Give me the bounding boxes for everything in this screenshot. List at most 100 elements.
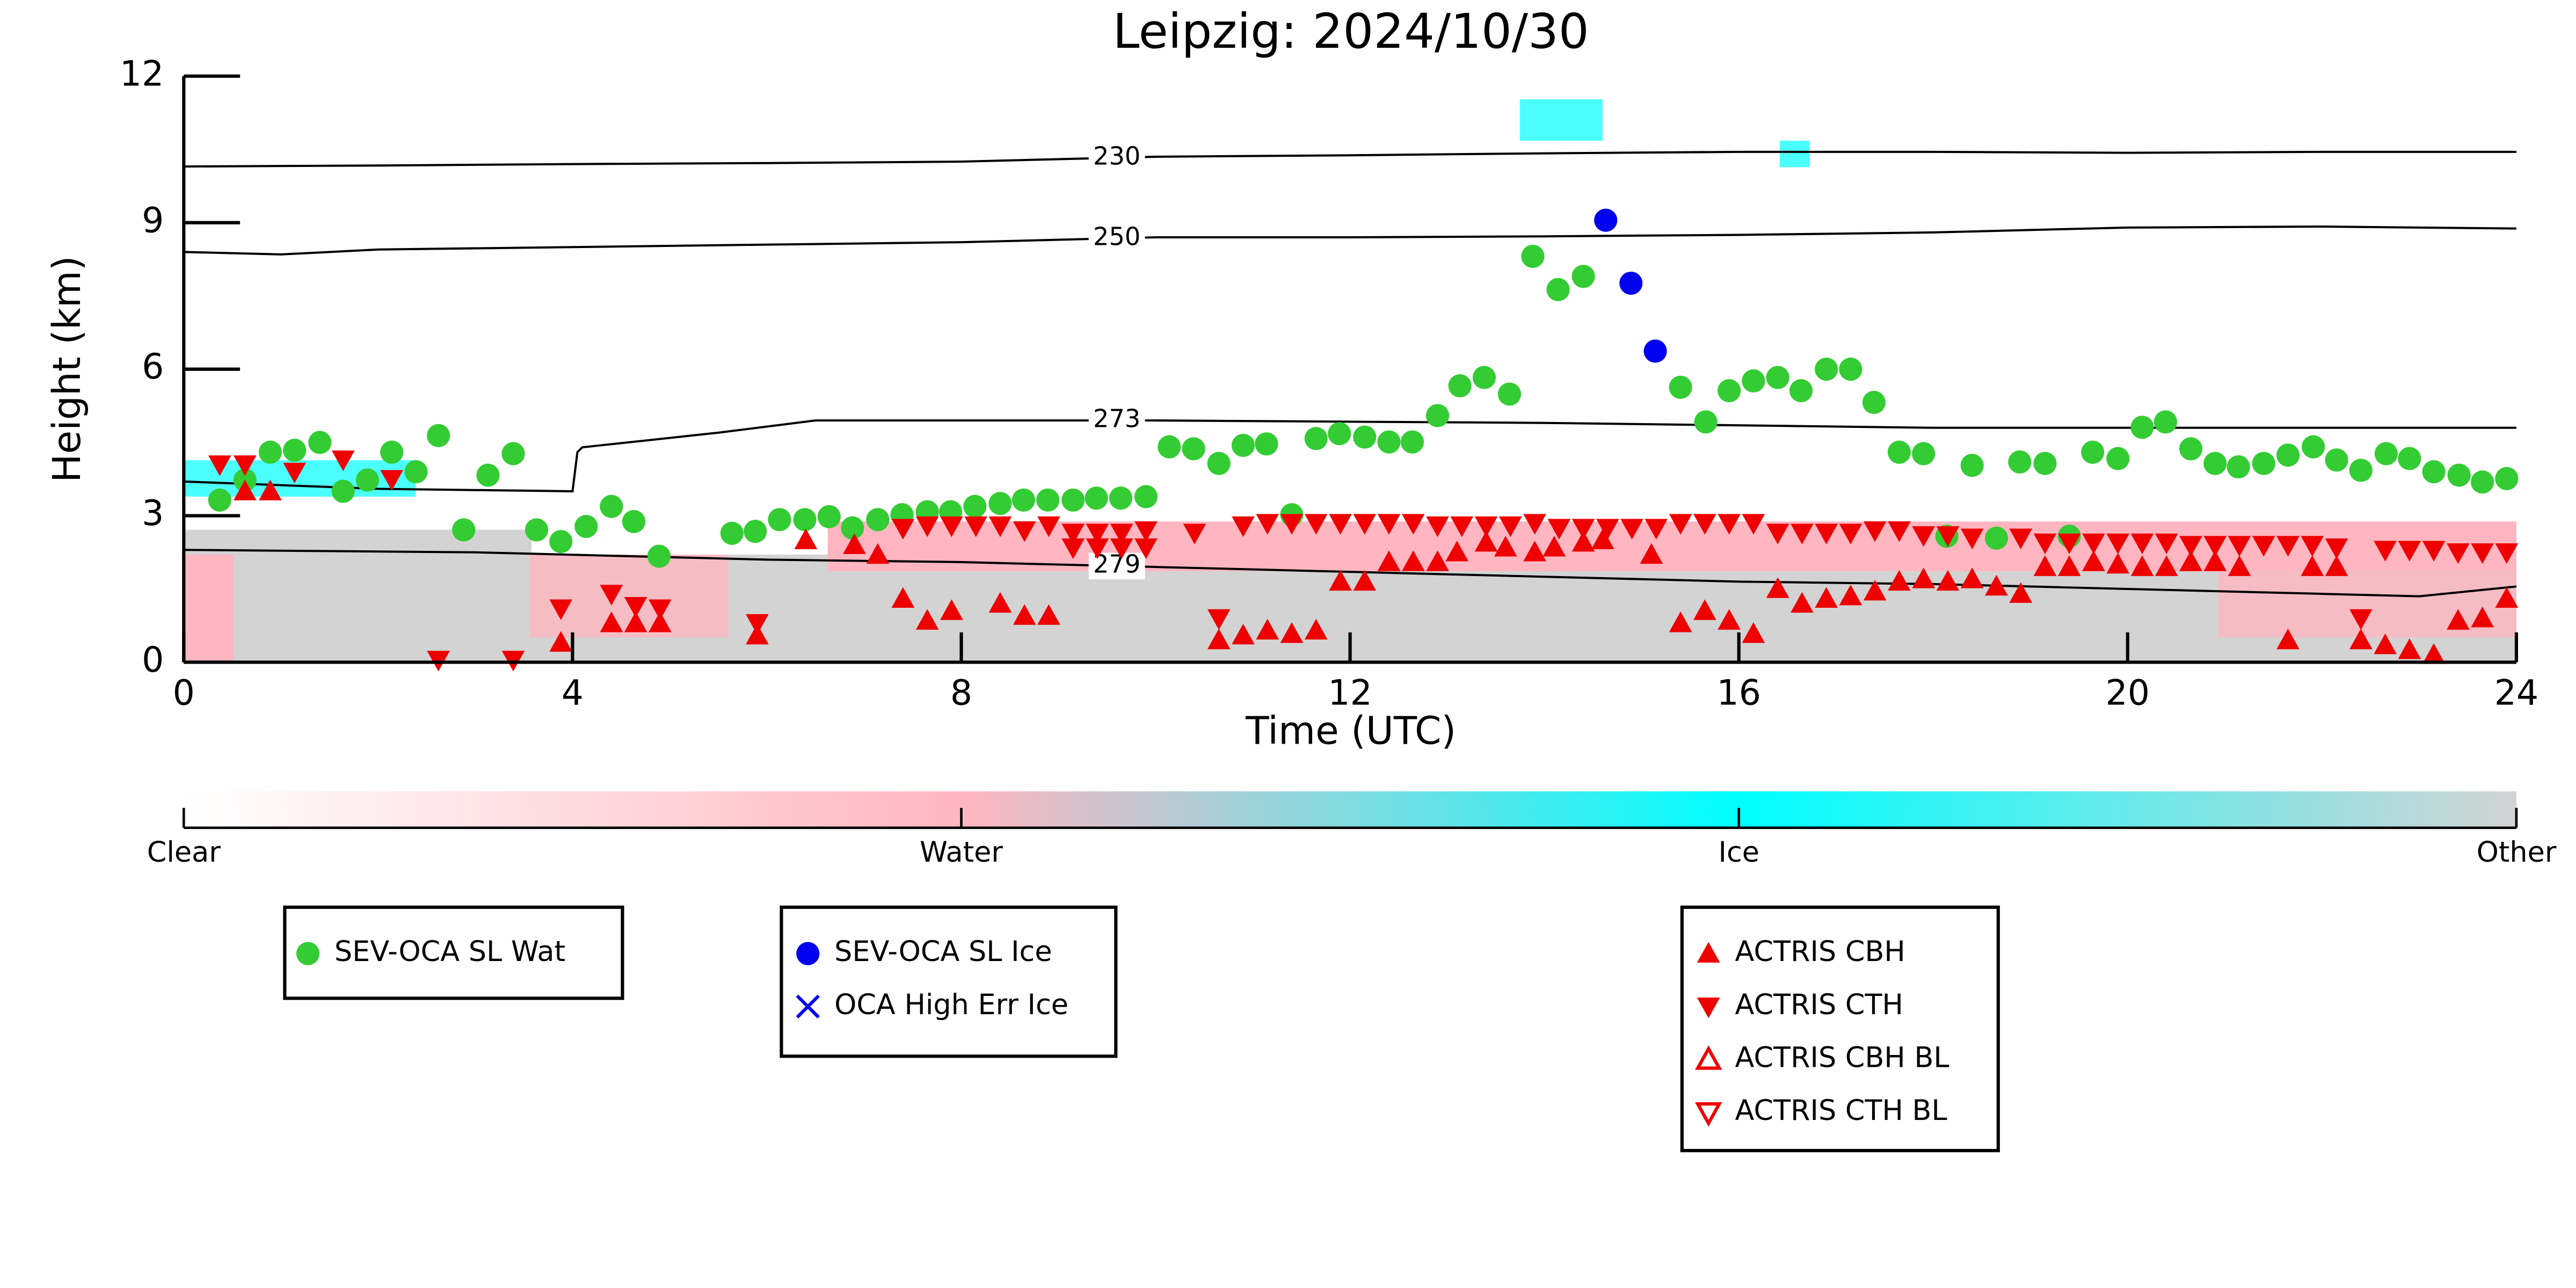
data-point [1353, 425, 1377, 449]
data-point [2349, 459, 2373, 482]
data-point [1494, 536, 1517, 557]
x-tick-label: 0 [173, 673, 195, 714]
contour-label-bg [1088, 407, 1145, 434]
chart-title: Leipzig: 2024/10/30 [1113, 4, 1589, 60]
data-point [1960, 528, 1984, 550]
contour-line [184, 150, 2516, 168]
data-point [2082, 533, 2105, 555]
data-point [647, 544, 671, 568]
data-point [2203, 452, 2227, 475]
legend-marker [1694, 1045, 1722, 1070]
data-point [817, 505, 841, 528]
data-point [1718, 379, 1741, 403]
data-point [2422, 541, 2446, 562]
data-point [2349, 609, 2373, 630]
data-point [1571, 530, 1595, 552]
data-point [549, 530, 573, 554]
data-point [1791, 523, 1814, 544]
data-point [1863, 579, 1887, 601]
data-point [940, 599, 963, 620]
data-point [600, 612, 623, 632]
data-point [2130, 533, 2154, 555]
data-point [1304, 514, 1328, 535]
data-point [2398, 541, 2421, 562]
data-point [258, 440, 282, 464]
data-point [233, 479, 257, 500]
y-tick-label: 3 [142, 493, 164, 534]
data-point [2106, 533, 2130, 555]
data-point [2422, 460, 2446, 484]
data-point [1110, 523, 1133, 544]
data-point [549, 631, 573, 652]
data-point [1401, 550, 1425, 571]
x-tick-label: 4 [562, 673, 584, 714]
data-point [549, 599, 573, 620]
data-point [1789, 379, 1813, 403]
contour-label-bg [1088, 225, 1145, 252]
contour-label: 230 [1093, 141, 1140, 170]
legend-marker [796, 994, 820, 1019]
data-point [2057, 533, 2081, 555]
data-point [2301, 555, 2324, 576]
data-point [1912, 442, 1935, 465]
data-point [2447, 463, 2471, 487]
data-point [1643, 339, 1667, 363]
data-point [648, 612, 672, 632]
data-point [2374, 633, 2397, 654]
data-point [2033, 533, 2057, 555]
colorbar [184, 791, 2516, 828]
data-point [308, 431, 332, 454]
data-point [1255, 432, 1278, 456]
legend-label: SEV-OCA SL Ice [834, 935, 1052, 968]
data-point [1474, 530, 1498, 552]
legend-label: SEV-OCA SL Wat [334, 935, 565, 968]
classification-field [184, 99, 2516, 663]
legend-marker [1697, 942, 1720, 963]
data-point [1085, 486, 1108, 510]
legend-box [1680, 905, 2000, 1153]
data-point [1620, 519, 1643, 540]
data-point [452, 518, 476, 542]
x-tick-label: 12 [1328, 673, 1372, 714]
data-point [1426, 516, 1449, 537]
data-point [2471, 470, 2494, 494]
data-point [1445, 541, 1469, 562]
legend-marker [796, 942, 820, 965]
data-point [283, 439, 307, 462]
data-point [1619, 271, 1643, 295]
data-point [1888, 570, 1911, 591]
data-point [2228, 536, 2251, 557]
data-point [720, 521, 744, 545]
data-point [1086, 523, 1109, 544]
data-point [1086, 538, 1109, 559]
data-point [1912, 526, 1935, 547]
data-point [1061, 538, 1085, 559]
colorbar-label: Ice [1718, 836, 1759, 869]
data-point [1815, 358, 1838, 381]
data-point [866, 543, 890, 564]
data-point [1571, 519, 1595, 540]
data-point [233, 455, 257, 476]
data-point [1474, 516, 1498, 537]
data-point [866, 508, 890, 532]
data-point [1377, 550, 1401, 571]
data-point [2252, 536, 2275, 557]
data-point [208, 488, 231, 512]
data-point [2447, 609, 2470, 630]
data-point [404, 460, 428, 484]
data-point [2302, 435, 2325, 459]
legend-label: ACTRIS CTH BL [1735, 1094, 1947, 1127]
x-tick-label: 24 [2494, 673, 2538, 714]
data-point [2471, 543, 2494, 564]
data-point [2106, 447, 2130, 470]
data-point [1183, 523, 1206, 544]
data-point [988, 492, 1012, 515]
legend-marker [296, 942, 320, 965]
data-point [1839, 523, 1862, 544]
data-point [1523, 514, 1546, 535]
data-point [964, 516, 988, 537]
data-point [2374, 442, 2398, 465]
data-point [1472, 366, 1496, 389]
data-point [1280, 514, 1304, 535]
